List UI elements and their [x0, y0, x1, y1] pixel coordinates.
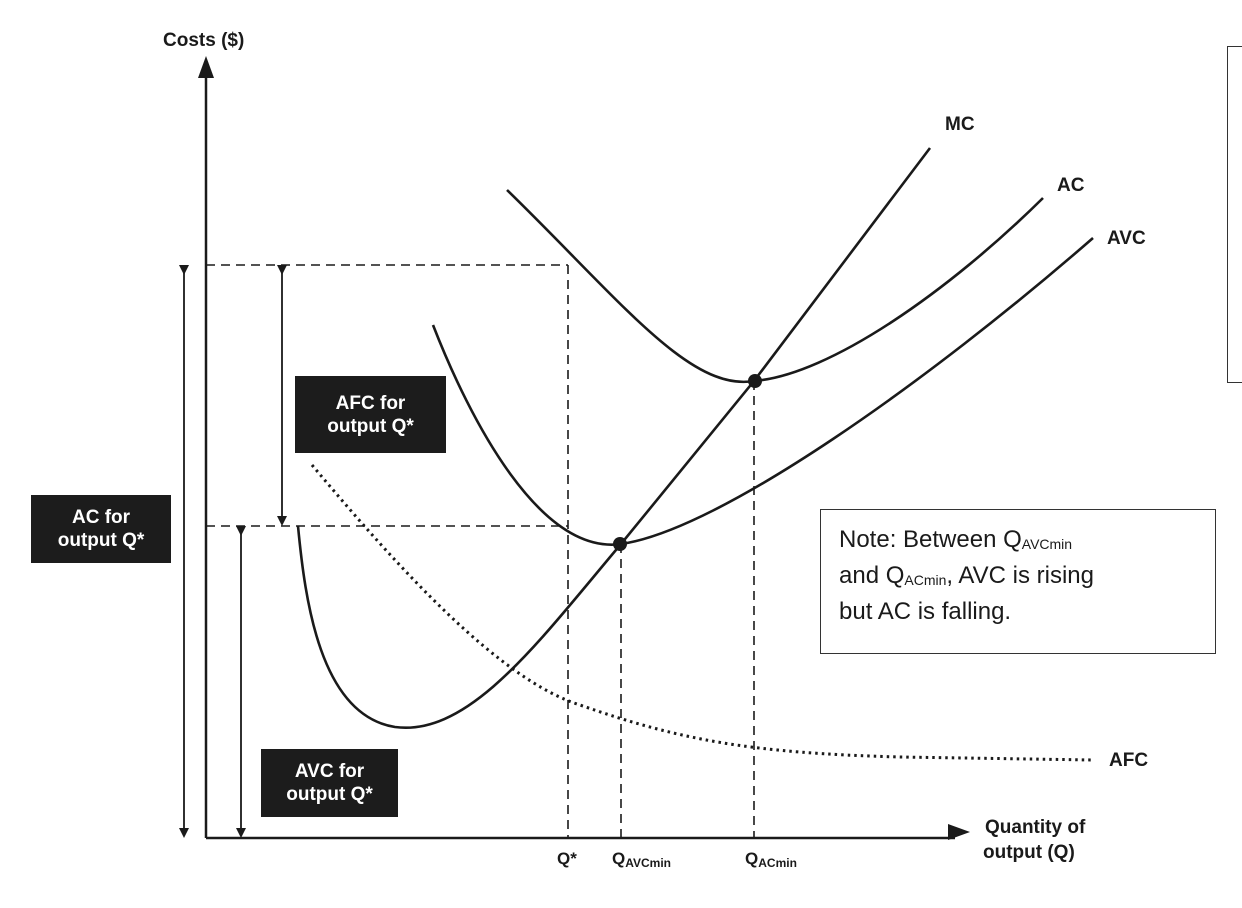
afc-box-line2: output Q*: [327, 415, 414, 437]
afc-output-box: AFC for output Q*: [295, 376, 446, 453]
avc-output-box: AVC for output Q*: [261, 749, 398, 817]
mc-curve: [296, 147, 932, 729]
afc-curve: [310, 464, 1094, 762]
avc-box-line1: AVC for: [294, 761, 365, 782]
note-box: Note: Between QAVCmin and QACmin, AVC is…: [820, 509, 1216, 654]
q-acmin-tick-main: Q: [745, 849, 758, 868]
mc-label: MC: [945, 114, 975, 135]
afc-box-line1: AFC for: [335, 392, 406, 414]
ac-label: AC: [1057, 175, 1085, 196]
note-text-part3: , AVC is rising: [946, 562, 1095, 589]
x-axis-arrow: [948, 824, 970, 840]
note-text-part4: but AC is falling.: [839, 598, 1012, 625]
avc-box-line2: output Q*: [286, 784, 373, 805]
note-sub-acmin: ACmin: [904, 572, 947, 588]
ac-box-line2: output Q*: [57, 530, 145, 551]
q-acmin-tick-sub: ACmin: [758, 856, 797, 870]
y-axis-label: Costs ($): [163, 30, 244, 51]
y-axis-arrow: [198, 56, 214, 78]
ac-box-line1: AC for: [71, 507, 131, 528]
q-star-tick-label: Q*: [557, 849, 577, 868]
q-avcmin-tick-label: QAVCmin: [612, 849, 671, 870]
q-avcmin-tick-main: Q: [612, 849, 625, 868]
x-axis-label-line1: Quantity of: [985, 817, 1086, 838]
avc-curve: [431, 237, 1094, 546]
q-avcmin-tick-sub: AVCmin: [625, 856, 671, 870]
x-axis-label-line2: output (Q): [983, 842, 1075, 863]
q-acmin-tick-label: QACmin: [745, 849, 797, 870]
note-sub-avcmin: AVCmin: [1021, 536, 1073, 552]
edge-box: [1227, 46, 1242, 383]
avc-min-point: [613, 537, 627, 551]
ac-output-box: AC for output Q*: [31, 495, 171, 563]
note-text-part1: Note: Between Q: [839, 526, 1022, 553]
note-text-part2: and Q: [839, 562, 905, 589]
avc-label: AVC: [1107, 228, 1146, 249]
measure-arrows: [179, 265, 287, 838]
afc-label: AFC: [1109, 750, 1148, 771]
guide-lines: [206, 264, 755, 838]
ac-min-point: [748, 374, 762, 388]
